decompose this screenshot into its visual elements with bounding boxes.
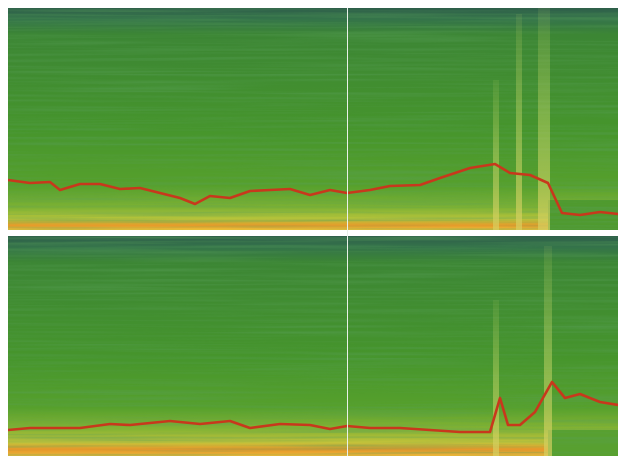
page: {}	[0, 0, 618, 456]
separator	[0, 230, 618, 236]
streak	[538, 8, 550, 230]
left-margin	[0, 0, 8, 456]
bottom-channel	[8, 236, 618, 456]
streak	[493, 80, 499, 230]
top-channel	[8, 8, 618, 230]
streak	[516, 14, 522, 230]
streak	[544, 246, 552, 456]
streak	[493, 300, 499, 456]
texture	[8, 8, 618, 230]
texture	[8, 236, 618, 456]
top-margin	[0, 0, 618, 8]
spectrogram-view	[0, 0, 618, 456]
